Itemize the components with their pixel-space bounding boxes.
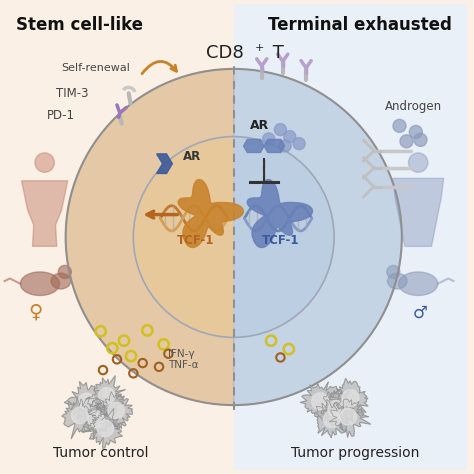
Wedge shape <box>234 137 334 337</box>
Circle shape <box>78 393 95 410</box>
Text: Tumor progression: Tumor progression <box>291 446 419 460</box>
Text: Tumor control: Tumor control <box>53 446 148 460</box>
Ellipse shape <box>51 273 71 289</box>
Text: AR: AR <box>183 150 201 163</box>
Ellipse shape <box>387 273 407 289</box>
Text: Androgen: Androgen <box>385 100 442 113</box>
Text: TIM-3: TIM-3 <box>56 87 89 100</box>
Ellipse shape <box>399 272 438 295</box>
Circle shape <box>409 153 428 172</box>
Text: TNF-α: TNF-α <box>168 360 199 370</box>
Wedge shape <box>65 69 234 405</box>
Polygon shape <box>178 180 243 247</box>
Circle shape <box>311 393 328 410</box>
Text: AR: AR <box>250 119 269 132</box>
Wedge shape <box>133 137 234 337</box>
Polygon shape <box>244 139 264 153</box>
Polygon shape <box>329 399 371 438</box>
Circle shape <box>342 390 359 407</box>
Polygon shape <box>157 154 173 173</box>
Circle shape <box>88 411 104 428</box>
Circle shape <box>340 408 356 425</box>
Polygon shape <box>85 376 126 416</box>
Polygon shape <box>331 378 368 418</box>
Text: TCF-1: TCF-1 <box>262 234 299 247</box>
Circle shape <box>400 135 413 148</box>
Circle shape <box>323 410 340 428</box>
Text: Terminal exhausted: Terminal exhausted <box>268 16 452 34</box>
Polygon shape <box>247 180 312 247</box>
Circle shape <box>414 133 427 146</box>
Circle shape <box>293 137 305 150</box>
Text: IFN-γ: IFN-γ <box>168 349 195 359</box>
Ellipse shape <box>20 272 60 295</box>
Circle shape <box>284 130 296 143</box>
Circle shape <box>108 402 124 419</box>
Bar <box>0 3 234 471</box>
Polygon shape <box>321 389 354 430</box>
Polygon shape <box>264 139 284 153</box>
Text: CD8: CD8 <box>206 44 243 62</box>
Polygon shape <box>84 409 124 448</box>
Circle shape <box>99 388 115 404</box>
Text: Stem cell-like: Stem cell-like <box>16 16 143 34</box>
Text: Self-renewal: Self-renewal <box>61 63 130 73</box>
Text: PD-1: PD-1 <box>47 109 75 122</box>
Wedge shape <box>234 69 402 405</box>
Polygon shape <box>301 382 340 422</box>
Polygon shape <box>315 400 353 438</box>
Text: TCF-1: TCF-1 <box>177 234 214 247</box>
Circle shape <box>97 420 114 437</box>
Polygon shape <box>21 181 68 246</box>
Polygon shape <box>64 382 108 422</box>
Circle shape <box>328 401 345 417</box>
Circle shape <box>263 133 275 145</box>
Circle shape <box>35 153 55 172</box>
Polygon shape <box>392 178 444 246</box>
Polygon shape <box>97 392 132 428</box>
Circle shape <box>279 140 291 152</box>
Circle shape <box>58 265 71 278</box>
Text: T: T <box>267 44 284 62</box>
Circle shape <box>393 119 406 132</box>
Text: ♀: ♀ <box>28 302 42 321</box>
Polygon shape <box>77 400 117 440</box>
Circle shape <box>274 124 286 136</box>
Text: ♂: ♂ <box>413 304 428 322</box>
Polygon shape <box>62 397 98 439</box>
Circle shape <box>387 265 400 278</box>
Circle shape <box>409 126 422 138</box>
Circle shape <box>72 407 88 424</box>
Text: +: + <box>255 43 264 53</box>
Bar <box>234 3 467 471</box>
